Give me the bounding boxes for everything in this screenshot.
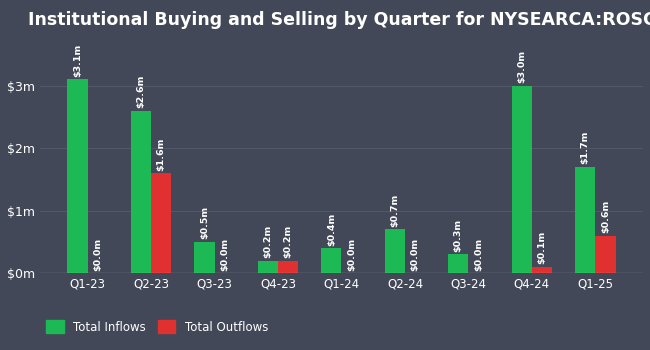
Text: $3.0m: $3.0m — [517, 50, 526, 83]
Text: $0.2m: $0.2m — [263, 225, 272, 258]
Text: $0.5m: $0.5m — [200, 206, 209, 239]
Text: $0.0m: $0.0m — [474, 237, 483, 271]
Text: $2.6m: $2.6m — [136, 75, 146, 108]
Text: $0.1m: $0.1m — [538, 231, 547, 264]
Bar — [258, 260, 278, 273]
Text: $3.1m: $3.1m — [73, 44, 82, 77]
Text: $0.2m: $0.2m — [283, 225, 292, 258]
Bar — [512, 86, 532, 273]
Bar — [448, 254, 469, 273]
Bar — [321, 248, 341, 273]
Text: $0.3m: $0.3m — [454, 219, 463, 252]
Bar — [385, 229, 405, 273]
Text: $0.0m: $0.0m — [411, 237, 420, 271]
Bar — [151, 173, 172, 273]
Bar — [194, 242, 214, 273]
Bar — [131, 111, 151, 273]
Text: $0.0m: $0.0m — [220, 237, 229, 271]
Bar — [278, 260, 298, 273]
Text: $0.6m: $0.6m — [601, 200, 610, 233]
Text: $0.0m: $0.0m — [94, 237, 102, 271]
Bar — [575, 167, 595, 273]
Text: $1.6m: $1.6m — [157, 137, 166, 170]
Bar — [595, 236, 616, 273]
Legend: Total Inflows, Total Outflows: Total Inflows, Total Outflows — [46, 321, 268, 334]
Bar — [68, 79, 88, 273]
Text: $0.7m: $0.7m — [390, 194, 399, 227]
Text: $0.0m: $0.0m — [347, 237, 356, 271]
Text: $0.4m: $0.4m — [327, 212, 336, 246]
Title: Institutional Buying and Selling by Quarter for NYSEARCA:ROSC: Institutional Buying and Selling by Quar… — [27, 11, 650, 29]
Text: $1.7m: $1.7m — [580, 131, 590, 164]
Bar — [532, 267, 552, 273]
